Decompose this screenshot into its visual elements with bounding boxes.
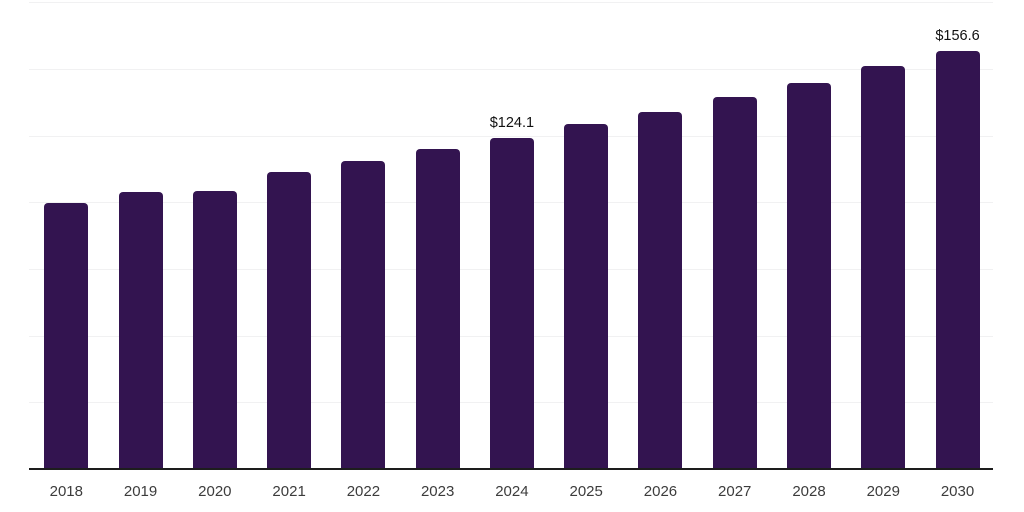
x-tick-label-2020: 2020 (198, 483, 232, 500)
x-tick-label-2021: 2021 (272, 483, 306, 500)
x-tick-label-2024: 2024 (495, 483, 529, 500)
bar-2021 (267, 171, 312, 469)
value-label-2030: $156.6 (935, 28, 980, 45)
x-tick-label-2018: 2018 (49, 483, 83, 500)
x-tick-label-2023: 2023 (420, 483, 455, 500)
gridline-175 (29, 2, 993, 3)
value-label-2024: $124.1 (489, 115, 535, 131)
bar-2023 (415, 149, 460, 469)
bar-2019 (118, 192, 163, 469)
x-tick-label-2029: 2029 (866, 483, 900, 500)
x-tick-label-2026: 2026 (643, 483, 678, 500)
bar-2029 (861, 66, 906, 469)
x-tick-label-2025: 2025 (569, 483, 603, 500)
x-tick-label-2028: 2028 (792, 483, 826, 500)
gridline-125 (29, 136, 993, 137)
gridline-150 (29, 69, 993, 70)
x-axis-line (29, 468, 993, 470)
bar-2024 (489, 138, 534, 469)
bar-2028 (787, 83, 831, 469)
x-tick-label-2030: 2030 (940, 483, 975, 500)
x-tick-label-2027: 2027 (718, 483, 752, 500)
bar-2027 (712, 96, 757, 469)
bar-2022 (341, 160, 386, 469)
x-tick-label-2022: 2022 (346, 483, 381, 500)
bar-2018 (44, 203, 89, 469)
bar-2020 (192, 191, 237, 469)
bar-2025 (564, 124, 609, 469)
bar-2026 (638, 111, 683, 469)
bar-2030 (935, 51, 980, 469)
x-tick-label-2019: 2019 (123, 483, 158, 500)
